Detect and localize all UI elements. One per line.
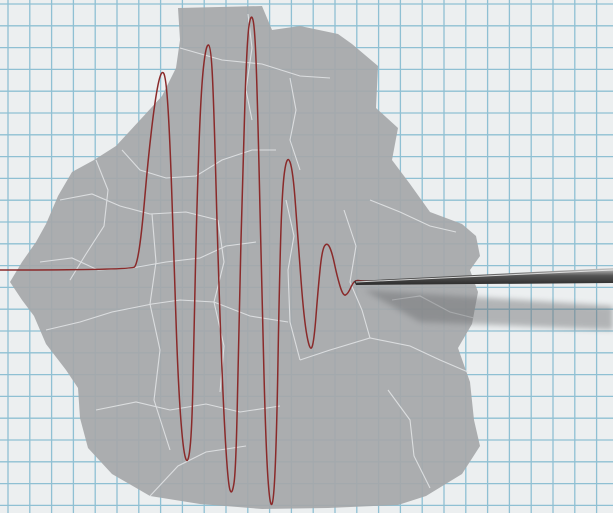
recording-stylus — [354, 268, 613, 330]
seismograph-trace — [0, 16, 381, 506]
